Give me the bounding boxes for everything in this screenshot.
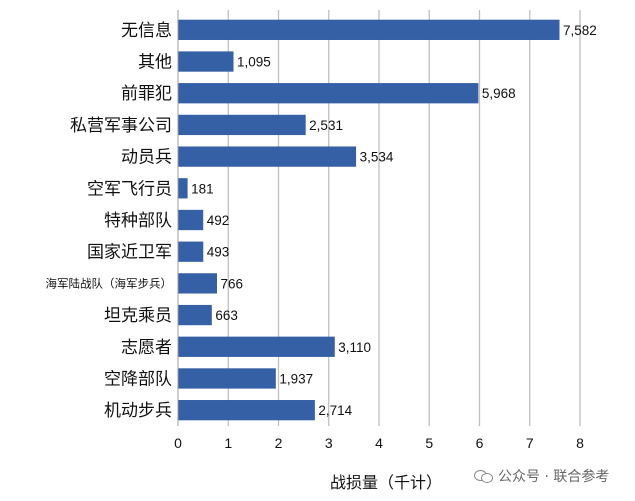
bar <box>178 146 357 167</box>
category-label: 其他 <box>138 53 172 73</box>
category-label: 空降部队 <box>104 369 172 389</box>
data-label: 2,531 <box>309 118 343 133</box>
category-label: 国家近卫军 <box>87 243 172 263</box>
category-label: 机动步兵 <box>104 401 172 421</box>
x-tick-label: 2 <box>275 435 283 451</box>
watermark-text: 公众号 · 联合参考 <box>498 469 610 485</box>
data-label: 3,110 <box>338 340 371 355</box>
category-label: 志愿者 <box>121 338 172 358</box>
gridlines <box>227 10 581 426</box>
data-label: 1,937 <box>279 371 313 386</box>
bar <box>178 83 479 104</box>
category-label: 空军飞行员 <box>87 179 172 199</box>
x-tick-label: 6 <box>476 435 484 451</box>
data-label: 492 <box>207 213 230 228</box>
data-label: 493 <box>207 245 230 260</box>
category-label: 前罪犯 <box>121 84 172 104</box>
x-tick-label: 4 <box>375 435 383 451</box>
chat-bubbles-icon <box>474 469 493 483</box>
x-tick-label: 3 <box>325 435 333 451</box>
x-axis-title: 战损量（千计） <box>330 473 442 492</box>
bar <box>178 400 315 421</box>
category-label: 动员兵 <box>121 148 172 168</box>
x-tick-label: 7 <box>526 435 534 451</box>
x-tick-label: 1 <box>224 435 232 451</box>
data-label: 766 <box>220 276 243 291</box>
x-tick-label: 0 <box>174 435 182 451</box>
x-tick-label: 8 <box>576 435 584 451</box>
bar <box>178 19 560 40</box>
data-label: 7,582 <box>563 23 597 38</box>
category-label: 坦克乘员 <box>104 306 172 326</box>
bar <box>178 178 188 199</box>
data-label: 181 <box>191 181 214 196</box>
category-label: 海军陆战队（海军步兵） <box>46 276 173 290</box>
bar <box>178 241 204 262</box>
bar <box>178 273 217 294</box>
labels: 0 1 2 3 4 5 6 7 8 无信息 7,582 其他 1,095 前罪犯 5,968 私营军事公司 2,… <box>46 21 597 451</box>
bar <box>178 114 306 136</box>
data-label: 5,968 <box>482 86 516 101</box>
bars <box>178 19 560 421</box>
bar <box>178 336 335 357</box>
data-label: 1,095 <box>237 55 271 70</box>
bar <box>178 304 212 326</box>
category-label: 特种部队 <box>104 211 172 231</box>
bar <box>178 51 234 72</box>
category-label: 私营军事公司 <box>70 116 172 136</box>
bar <box>178 209 204 231</box>
category-label: 无信息 <box>121 21 172 41</box>
data-label: 3,534 <box>360 150 394 165</box>
x-tick-label: 5 <box>425 435 433 451</box>
watermark: 公众号 · 联合参考 <box>474 466 609 486</box>
data-label: 2,714 <box>318 403 352 418</box>
data-label: 663 <box>215 308 238 323</box>
bar <box>178 368 276 389</box>
